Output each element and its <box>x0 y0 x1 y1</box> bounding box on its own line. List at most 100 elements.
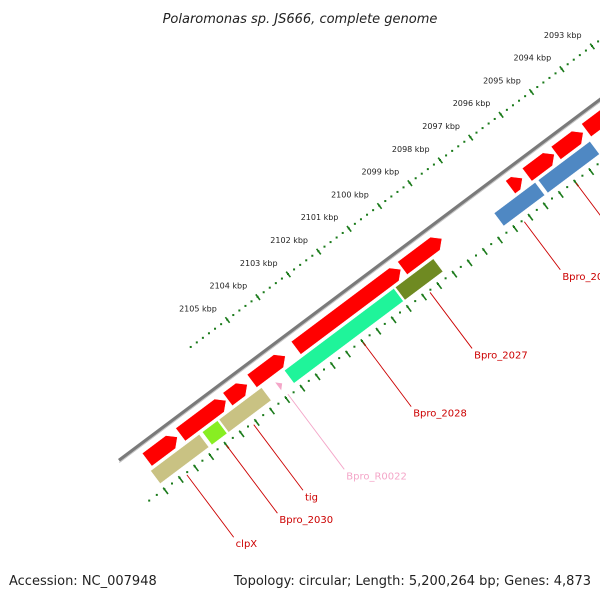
ruler-major-tick <box>528 88 535 96</box>
backbone-line <box>117 97 600 463</box>
label-leader <box>575 182 600 216</box>
ruler-dot <box>366 213 369 216</box>
forward-cds-arrow <box>581 109 600 138</box>
ruler-dot <box>341 231 344 234</box>
ruler-label: 2095 kbp <box>483 76 521 85</box>
inner-major-tick <box>344 350 352 358</box>
ruler-dot <box>542 81 545 84</box>
ruler-major-tick <box>255 293 261 301</box>
ruler-dot <box>457 145 460 148</box>
inner-tick-dot <box>216 448 219 451</box>
inner-major-tick <box>466 259 473 267</box>
inner-major-tick <box>527 213 534 221</box>
inner-tick-dot <box>155 493 158 496</box>
inner-major-tick <box>329 361 336 370</box>
ruler-dot <box>426 168 429 171</box>
ruler-major-tick <box>498 111 504 119</box>
inner-major-tick <box>177 475 184 484</box>
ruler-dot <box>554 72 557 75</box>
inner-major-tick <box>542 202 549 210</box>
inner-tick-dot <box>581 174 584 177</box>
ruler-dot <box>414 177 417 180</box>
ruler-dot <box>518 99 521 102</box>
inner-tick-dot <box>444 277 447 280</box>
label-leader <box>429 292 473 349</box>
inner-major-tick <box>253 418 260 427</box>
inner-tick-dot <box>566 186 569 189</box>
ruler-label: 2094 kbp <box>513 54 551 63</box>
gene-bar <box>394 258 444 301</box>
inner-major-tick <box>268 407 276 415</box>
inner-tick-dot <box>459 265 462 268</box>
inner-tick-dot <box>201 459 204 462</box>
label-leader <box>186 474 235 538</box>
ruler-dot <box>359 218 362 221</box>
inner-major-tick <box>451 270 458 278</box>
gene-bar <box>537 140 600 194</box>
ruler-major-tick <box>559 65 565 73</box>
inner-tick-dot <box>231 436 234 439</box>
forward-cds-arrow <box>397 236 443 275</box>
forward-cds-arrow <box>505 176 523 195</box>
ruler-dot <box>451 149 454 152</box>
inner-major-tick <box>512 224 519 233</box>
ruler-major-tick <box>285 271 292 278</box>
inner-tick-dot <box>475 254 477 257</box>
forward-cds-arrow <box>521 152 555 182</box>
ruler-labels: 2093 kbp 2094 kbp 2095 kbp 2096 kbp 2097 kbp… <box>179 31 582 314</box>
ruler-dot <box>305 259 308 262</box>
inner-tick-dot <box>383 322 386 325</box>
inner-tick-dot <box>429 288 432 291</box>
label-leader <box>287 393 345 470</box>
inner-tick-dot <box>186 471 189 474</box>
forward-cds-arrow <box>141 435 178 467</box>
gene-track <box>150 140 600 484</box>
ruler-dot <box>274 282 277 285</box>
topology-summary: Topology: circular; Length: 5,200,264 bp… <box>233 574 591 589</box>
ruler-dot <box>578 54 581 57</box>
gene-label: clpX <box>236 539 258 550</box>
ruler-dot <box>189 345 192 348</box>
gene-label: Bpro_2028 <box>413 409 467 420</box>
rna-feature <box>275 382 283 391</box>
ruler-label: 2104 kbp <box>209 282 247 291</box>
gene-bar <box>201 420 228 446</box>
inner-tick-dot <box>171 482 173 485</box>
inner-major-tick <box>238 430 245 438</box>
inner-tick-dot <box>368 334 371 337</box>
inner-tick-dot <box>596 163 599 166</box>
gene-label: tig <box>305 492 318 503</box>
forward-strand-features <box>141 109 600 467</box>
map-title: Polaromonas sp. JS666, complete genome <box>163 12 438 27</box>
ruler-dot <box>280 277 283 280</box>
ruler-major-tick <box>224 316 231 324</box>
ruler-dot <box>536 86 539 89</box>
inner-tick-dot <box>490 243 493 246</box>
ruler-dot <box>262 291 265 294</box>
ruler-label: 2099 kbp <box>361 168 399 177</box>
inner-major-tick <box>314 373 321 381</box>
ruler-dot <box>372 209 375 212</box>
ruler-label: 2096 kbp <box>453 99 491 108</box>
ruler-dot <box>487 122 490 125</box>
ruler-major-tick <box>346 225 352 233</box>
ruler-dot <box>195 341 198 344</box>
ruler-major-tick <box>315 248 322 255</box>
forward-cds-arrow <box>246 354 286 388</box>
forward-cds-arrow <box>222 382 248 407</box>
ruler-dot <box>214 327 217 330</box>
ruler-dot <box>207 332 210 335</box>
label-leader <box>523 221 561 271</box>
ruler-dot <box>572 58 575 61</box>
inner-tick-dot <box>399 311 401 314</box>
ruler-label: 2101 kbp <box>301 213 339 222</box>
ruler-dot <box>402 186 405 189</box>
inner-tick-dot <box>535 208 538 211</box>
ruler-dot <box>353 222 356 225</box>
inner-tick-dot <box>551 197 553 200</box>
ruler-dot <box>524 95 527 98</box>
inner-major-tick <box>299 384 306 392</box>
ruler-dot <box>493 117 496 120</box>
